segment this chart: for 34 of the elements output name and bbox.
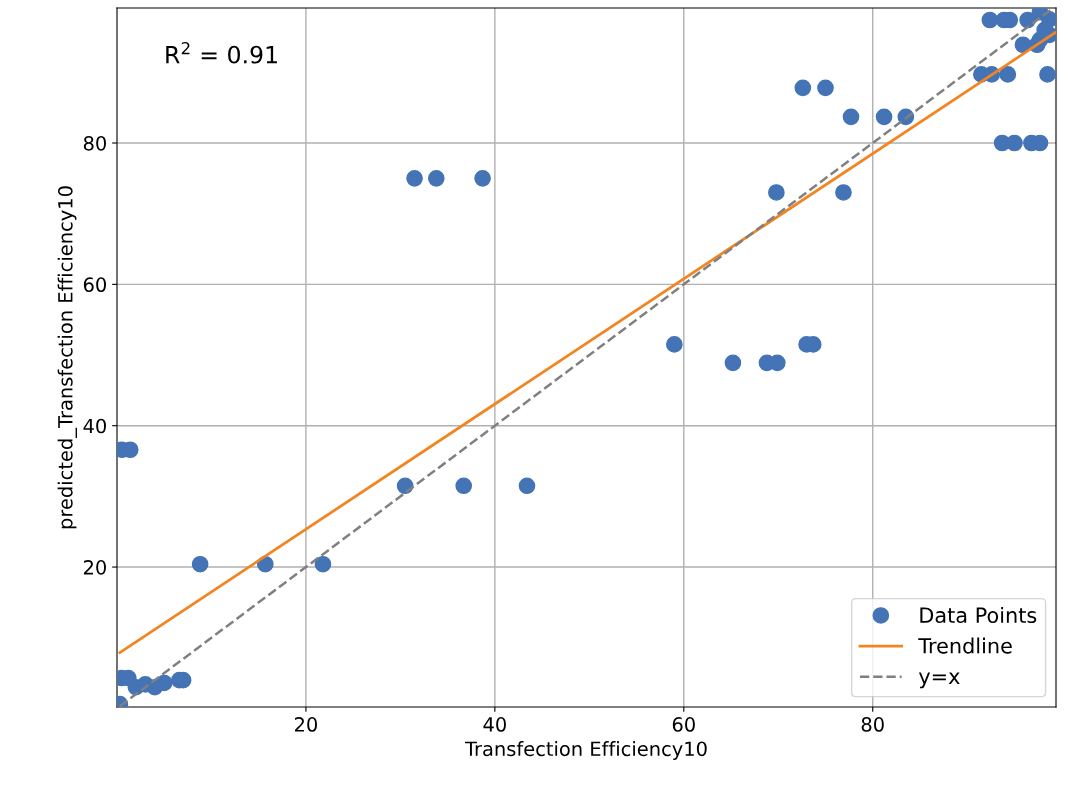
point — [455, 477, 473, 495]
point — [474, 169, 491, 187]
point — [427, 169, 445, 187]
point — [999, 66, 1017, 83]
legend-label: Trendline — [918, 637, 1012, 654]
y-tick-label: 20 — [83, 560, 106, 575]
point — [981, 11, 999, 29]
point — [875, 108, 893, 126]
point — [842, 108, 860, 126]
y-axis-title: predicted_Transfection Efficiency10 — [57, 186, 77, 529]
x-tick-label: 40 — [483, 717, 506, 732]
legend-label: y=x — [918, 672, 960, 689]
x-tick-label: 20 — [294, 717, 318, 732]
point — [406, 169, 423, 187]
y-tick-label: 60 — [83, 277, 106, 293]
point — [155, 674, 173, 692]
point — [794, 79, 812, 97]
point — [724, 354, 742, 372]
x-tick-label: 80 — [861, 717, 884, 732]
point — [1006, 134, 1023, 152]
point — [518, 477, 536, 495]
point — [666, 336, 683, 353]
point — [191, 555, 209, 573]
legend-label: Data Points — [920, 606, 1037, 624]
point — [314, 555, 332, 573]
x-axis-title: Transfection Efficiency10 — [464, 741, 707, 760]
point — [835, 184, 852, 201]
y-tick-label: 80 — [83, 135, 106, 151]
point — [768, 184, 785, 201]
point — [817, 79, 834, 97]
x-tick-label: 60 — [672, 717, 695, 732]
y-tick-label: 40 — [83, 418, 106, 434]
point — [1039, 66, 1056, 83]
annotation: R$^{2}$ = 0.91 — [166, 41, 277, 64]
